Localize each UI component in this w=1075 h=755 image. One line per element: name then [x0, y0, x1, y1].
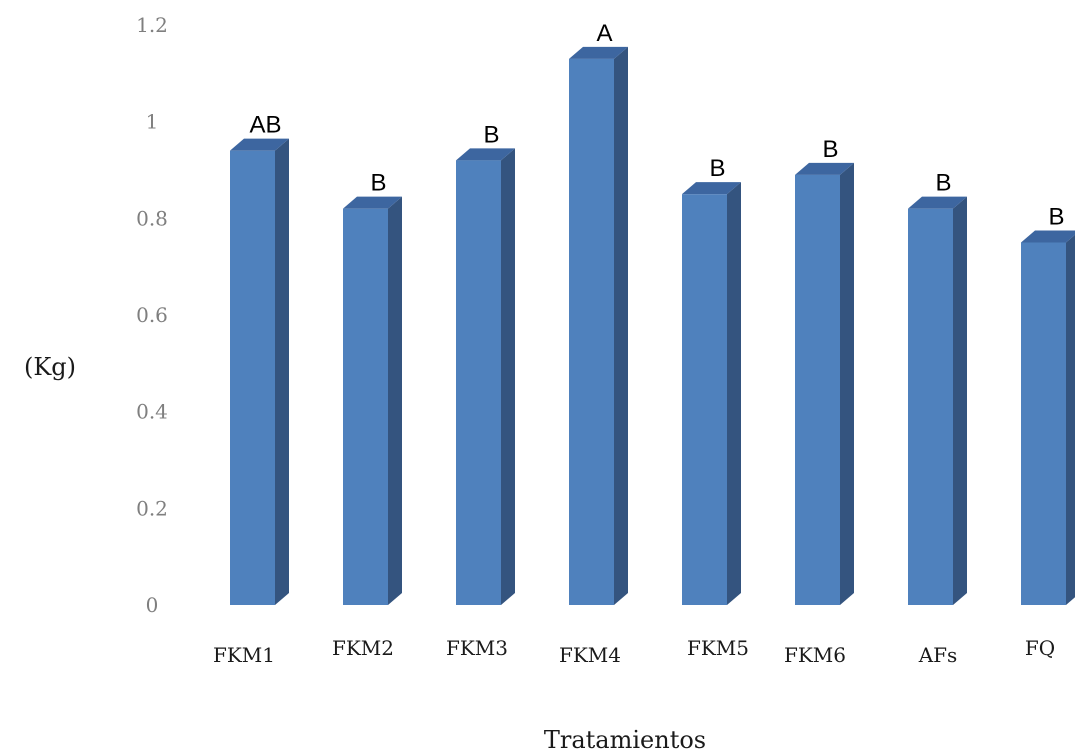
- significance-letter: B: [1048, 204, 1064, 231]
- y-axis-ticks: 0 0.2 0.4 0.6 0.8 1 1.2: [136, 13, 168, 617]
- bar: [230, 138, 289, 605]
- x-category-label: AFs: [918, 643, 958, 667]
- significance-letter: B: [935, 170, 951, 197]
- bar-front-face: [795, 174, 840, 606]
- y-tick-label: 0.6: [136, 303, 168, 327]
- y-tick-label: 1: [146, 110, 159, 134]
- significance-letter: B: [709, 155, 725, 182]
- x-category-label: FKM6: [784, 643, 846, 667]
- bar-top-face: [230, 138, 289, 151]
- bar-top-face: [1021, 230, 1075, 243]
- bar-front-face: [908, 208, 953, 605]
- significance-letter: AB: [249, 112, 281, 139]
- x-category-label: FKM3: [446, 636, 508, 660]
- significance-letter: B: [370, 170, 386, 197]
- y-tick-label: 0.8: [136, 206, 168, 230]
- x-category-label: FKM2: [332, 636, 394, 660]
- y-axis-title: (Kg): [24, 353, 76, 381]
- bar: [456, 148, 515, 606]
- bar: [1021, 230, 1075, 605]
- bar-top-face: [569, 46, 628, 59]
- bar-front-face: [1021, 242, 1066, 605]
- bar-front-face: [230, 150, 275, 605]
- bar-top-face: [456, 148, 515, 161]
- x-category-label: FKM4: [559, 643, 621, 667]
- y-tick-label: 0: [146, 593, 159, 617]
- x-category-label: FQ: [1025, 636, 1055, 660]
- bar: [569, 46, 628, 606]
- bar-front-face: [456, 160, 501, 606]
- bar-top-face: [908, 196, 967, 209]
- bar-top-face: [795, 162, 854, 175]
- bar-top-face: [682, 182, 741, 195]
- y-tick-label: 1.2: [136, 13, 168, 37]
- bar-side-face: [388, 196, 402, 605]
- y-tick-label: 0.2: [136, 496, 168, 520]
- bar-front-face: [343, 208, 388, 605]
- bars-group: [230, 46, 1075, 606]
- y-tick-label: 0.4: [136, 400, 168, 424]
- bar-side-face: [1066, 234, 1075, 605]
- bar: [343, 196, 402, 605]
- bar-front-face: [569, 58, 614, 606]
- bar-side-face: [275, 138, 289, 605]
- bar-side-face: [614, 46, 628, 606]
- x-category-label: FKM1: [213, 643, 275, 667]
- significance-letter: B: [822, 136, 838, 163]
- bar: [682, 182, 741, 605]
- x-category-label: FKM5: [687, 636, 749, 660]
- x-axis-title: Tratamientos: [544, 726, 706, 754]
- significance-letter: B: [483, 121, 499, 148]
- bar-side-face: [840, 162, 854, 606]
- x-axis-categories: FKM1 FKM2 FKM3 FKM4 FKM5 FKM6 AFs FQ: [213, 636, 1055, 667]
- significance-letter: A: [596, 20, 612, 47]
- bar-side-face: [727, 182, 741, 605]
- bar-side-face: [953, 196, 967, 605]
- bar-top-face: [343, 196, 402, 209]
- bar-front-face: [682, 194, 727, 605]
- bar-side-face: [501, 148, 515, 606]
- bar: [795, 162, 854, 606]
- bar: [908, 196, 967, 605]
